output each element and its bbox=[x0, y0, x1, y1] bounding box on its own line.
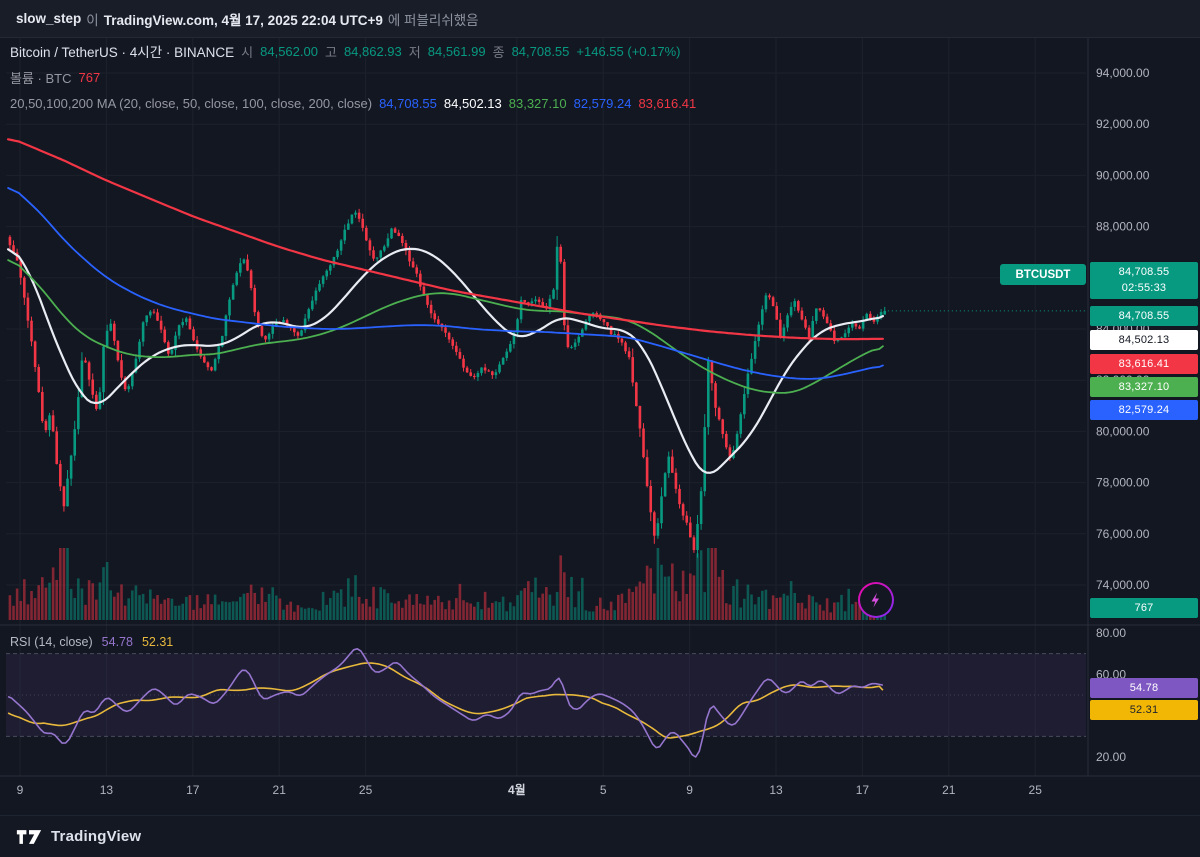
ma-indicator-label[interactable]: 20,50,100,200 MA (20, close, 50, close, … bbox=[10, 95, 373, 111]
footer-bar: TradingView bbox=[0, 815, 1200, 857]
volume-label[interactable]: 볼륨 · BTC bbox=[10, 70, 72, 86]
ma200-value: 83,616.41 bbox=[638, 95, 697, 111]
rsi-value-badge: 54.78 bbox=[1090, 678, 1198, 698]
lightning-bolt-icon bbox=[871, 592, 879, 608]
volume-value-badge: 767 bbox=[1090, 598, 1198, 618]
publish-source: TradingView.com, 4월 17, 2025 22:04 UTC+9 bbox=[103, 12, 383, 28]
change-value: +146.55 (+0.17%) bbox=[576, 43, 681, 59]
open-label: 시 bbox=[241, 44, 254, 60]
svg-text:88,000.00: 88,000.00 bbox=[1096, 220, 1150, 234]
svg-text:5: 5 bbox=[600, 783, 607, 797]
publish-header: slow_step 이 TradingView.com, 4월 17, 2025… bbox=[0, 0, 1200, 38]
symbol-title[interactable]: Bitcoin / TetherUS · 4시간 · BINANCE bbox=[10, 45, 235, 60]
tradingview-wordmark[interactable]: TradingView bbox=[51, 828, 142, 845]
svg-text:13: 13 bbox=[100, 783, 114, 797]
countdown-price-badge: 84,708.55 02:55:33 bbox=[1090, 262, 1198, 299]
volume-legend-row: 볼륨 · BTC 767 bbox=[10, 64, 696, 90]
svg-text:78,000.00: 78,000.00 bbox=[1096, 476, 1150, 490]
high-value: 84,862.93 bbox=[343, 43, 402, 59]
svg-text:21: 21 bbox=[942, 783, 956, 797]
ma50-value: 83,327.10 bbox=[508, 95, 567, 111]
svg-text:90,000.00: 90,000.00 bbox=[1096, 168, 1150, 182]
svg-text:25: 25 bbox=[359, 783, 373, 797]
svg-text:25: 25 bbox=[1029, 783, 1043, 797]
volume-value: 767 bbox=[78, 69, 101, 85]
ma-legend-row: 20,50,100,200 MA (20, close, 50, close, … bbox=[10, 90, 696, 116]
svg-text:76,000.00: 76,000.00 bbox=[1096, 527, 1150, 541]
svg-text:80.00: 80.00 bbox=[1096, 626, 1126, 640]
svg-text:74,000.00: 74,000.00 bbox=[1096, 578, 1150, 592]
svg-text:9: 9 bbox=[17, 783, 24, 797]
countdown-timer: 02:55:33 bbox=[1121, 281, 1167, 294]
svg-text:92,000.00: 92,000.00 bbox=[1096, 117, 1150, 131]
close-label: 종 bbox=[492, 44, 505, 60]
countdown-price: 84,708.55 bbox=[1118, 265, 1170, 278]
close-value: 84,708.55 bbox=[511, 43, 570, 59]
svg-text:4월: 4월 bbox=[508, 782, 526, 797]
ma100-value: 82,579.24 bbox=[573, 95, 632, 111]
ma100-value-badge: 82,579.24 bbox=[1090, 400, 1198, 420]
svg-text:13: 13 bbox=[769, 783, 783, 797]
low-label: 저 bbox=[408, 44, 421, 60]
ma50-value-badge: 83,327.10 bbox=[1090, 377, 1198, 397]
rsi-indicator-label[interactable]: RSI (14, close) bbox=[10, 635, 93, 649]
header-particle-2: 에 퍼블리쉬했음 bbox=[387, 12, 479, 28]
rsi-legend-row: RSI (14, close) 54.78 52.31 bbox=[10, 634, 173, 650]
flash-icon-button[interactable] bbox=[858, 582, 894, 618]
svg-text:21: 21 bbox=[273, 783, 287, 797]
rsi-signal-value-badge: 52.31 bbox=[1090, 700, 1198, 720]
svg-text:60.00: 60.00 bbox=[1096, 667, 1126, 681]
ma200-value-badge: 83,616.41 bbox=[1090, 354, 1198, 374]
high-label: 고 bbox=[324, 44, 337, 60]
ma20-value: 84,502.13 bbox=[443, 95, 502, 111]
tradingview-logo[interactable] bbox=[16, 827, 42, 847]
author-name[interactable]: slow_step bbox=[16, 11, 82, 26]
svg-text:17: 17 bbox=[186, 783, 200, 797]
low-value: 84,561.99 bbox=[427, 43, 486, 59]
last-price-badge: 84,708.55 bbox=[1090, 306, 1198, 326]
chart-canvas[interactable]: 94,000.0092,000.0090,000.0088,000.0086,0… bbox=[0, 38, 1200, 815]
svg-text:17: 17 bbox=[856, 783, 870, 797]
chart-legend: Bitcoin / TetherUS · 4시간 · BINANCE 시 84,… bbox=[10, 38, 696, 116]
open-value: 84,562.00 bbox=[260, 43, 318, 59]
svg-text:94,000.00: 94,000.00 bbox=[1096, 66, 1150, 80]
symbol-legend-row: Bitcoin / TetherUS · 4시간 · BINANCE 시 84,… bbox=[10, 38, 696, 64]
svg-text:80,000.00: 80,000.00 bbox=[1096, 424, 1150, 438]
ma-close-value: 84,708.55 bbox=[379, 95, 437, 111]
rsi-signal-value: 52.31 bbox=[141, 635, 174, 649]
svg-text:9: 9 bbox=[686, 783, 693, 797]
header-particle-1: 이 bbox=[86, 12, 99, 28]
rsi-value: 54.78 bbox=[101, 635, 133, 649]
symbol-label-flag[interactable]: BTCUSDT bbox=[1000, 264, 1086, 285]
ma20-value-badge: 84,502.13 bbox=[1090, 330, 1198, 350]
chart-container: 94,000.0092,000.0090,000.0088,000.0086,0… bbox=[0, 38, 1200, 815]
svg-text:20.00: 20.00 bbox=[1096, 750, 1126, 764]
